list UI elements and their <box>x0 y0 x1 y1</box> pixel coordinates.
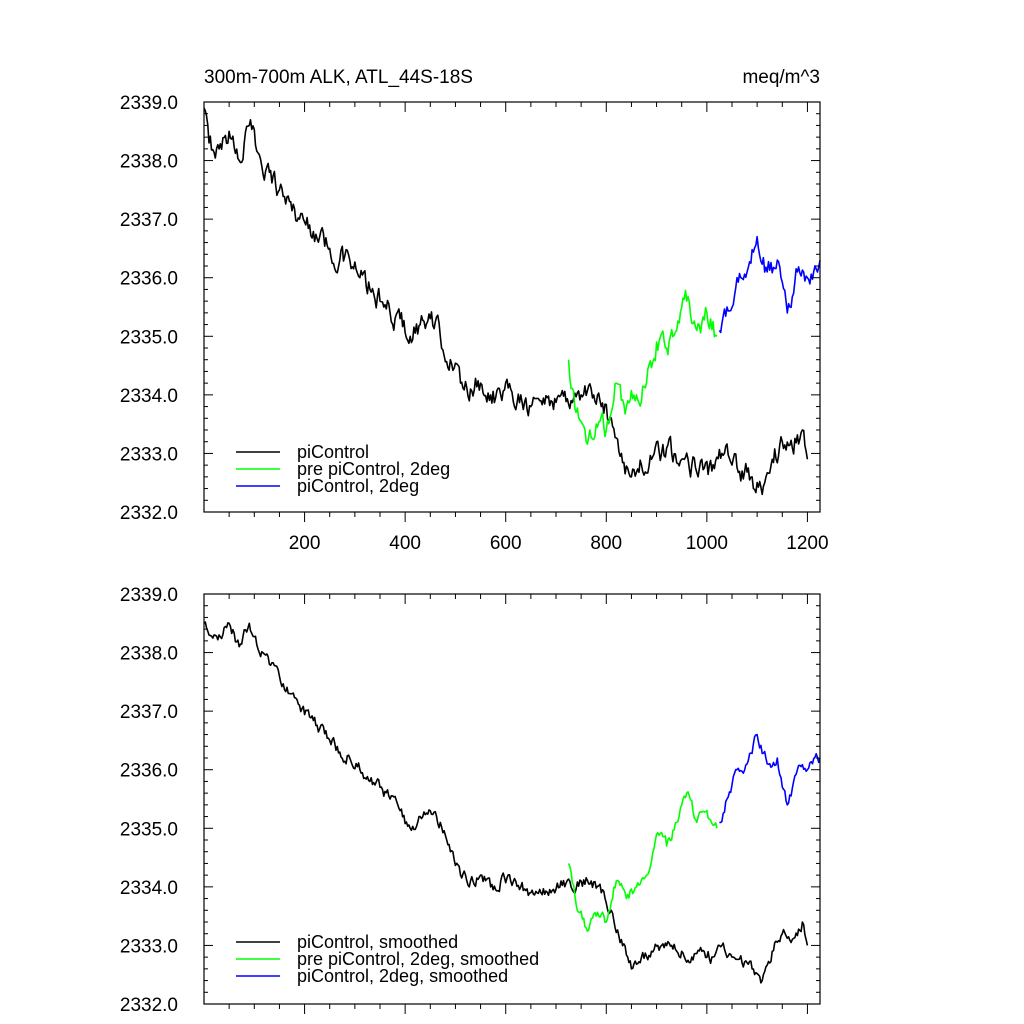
x-tick-label: 800 <box>590 533 622 554</box>
y-tick-label: 2332.0 <box>120 503 178 524</box>
series-line <box>718 235 821 334</box>
x-tick-label: 1000 <box>686 533 728 554</box>
chart-title: 300m-700m ALK, ATL_44S-18S <box>204 67 473 88</box>
ticks-layer: 2332.0 2333.0 2334.0 2335.0 2336.0 2337.0 2338… <box>120 93 829 554</box>
legend-label: pre piControl, 2deg, smoothed <box>297 949 539 969</box>
series-line <box>567 791 718 932</box>
legend-label: piControl, 2deg <box>297 476 419 496</box>
y-tick-label: 2334.0 <box>120 386 178 407</box>
x-tick-label: 600 <box>490 533 522 554</box>
legend-label: piControl, 2deg, smoothed <box>297 966 508 986</box>
y-tick-label: 2339.0 <box>120 585 178 606</box>
y-tick-label: 2339.0 <box>120 93 178 114</box>
chart-units: meq/m^3 <box>742 67 820 88</box>
y-tick-label: 2332.0 <box>120 995 178 1016</box>
y-tick-label: 2337.0 <box>120 210 178 231</box>
y-tick-label: 2338.0 <box>120 644 178 665</box>
plot-frame <box>203 593 821 1005</box>
legend-label: piControl, smoothed <box>297 932 458 952</box>
series-line <box>203 621 809 984</box>
top-chart-panel: 300m-700m ALK, ATL_44S-18S meq/m^3 2332.… <box>120 67 829 554</box>
series-line <box>719 733 821 824</box>
bottom-chart-panel: 2332.0 2333.0 2334.0 2335.0 2336.0 2337.0 2338… <box>120 585 821 1016</box>
series-line <box>567 289 718 445</box>
x-tick-label: 200 <box>289 533 321 554</box>
plot-frame <box>203 101 821 513</box>
y-tick-label: 2335.0 <box>120 819 178 840</box>
y-tick-label: 2334.0 <box>120 878 178 899</box>
x-tick-label: 1200 <box>786 533 828 554</box>
y-tick-label: 2336.0 <box>120 761 178 782</box>
y-tick-label: 2333.0 <box>120 936 178 957</box>
y-tick-label: 2336.0 <box>120 269 178 290</box>
legend-label: pre piControl, 2deg <box>297 459 450 479</box>
series-layer <box>203 621 821 984</box>
ticks-layer: 2332.0 2333.0 2334.0 2335.0 2336.0 2337.0 2338… <box>120 585 820 1016</box>
series-line <box>203 107 809 496</box>
y-tick-label: 2337.0 <box>120 702 178 723</box>
series-layer <box>203 107 821 496</box>
y-tick-label: 2335.0 <box>120 327 178 348</box>
y-tick-label: 2333.0 <box>120 444 178 465</box>
x-tick-label: 400 <box>389 533 421 554</box>
y-tick-label: 2338.0 <box>120 152 178 173</box>
legend-label: piControl <box>297 442 369 462</box>
